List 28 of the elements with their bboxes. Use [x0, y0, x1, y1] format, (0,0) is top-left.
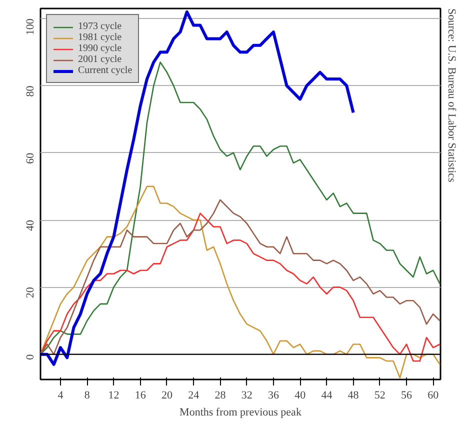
y-tick-label: 0 — [24, 354, 36, 360]
x-tick-label: 44 — [321, 390, 333, 402]
y-tick-label: 40 — [24, 220, 36, 232]
legend-label: Current cycle — [78, 65, 132, 76]
x-tick-label: 24 — [188, 390, 200, 402]
y-tick-label: 60 — [24, 152, 36, 164]
x-tick-label: 20 — [161, 390, 173, 402]
x-tick-label: 36 — [268, 390, 280, 402]
x-axis-title: Months from previous peak — [180, 406, 302, 418]
x-tick-label: 12 — [108, 390, 120, 402]
x-tick-label: 40 — [294, 390, 306, 402]
x-tick-label: 60 — [428, 390, 440, 402]
x-tick-label: 4 — [58, 390, 64, 402]
legend-label: 2001 cycle — [78, 54, 122, 65]
x-tick-label: 28 — [214, 390, 226, 402]
x-tick-label: 52 — [374, 390, 386, 402]
x-tick-label: 56 — [401, 390, 413, 402]
x-tick-label: 32 — [241, 390, 252, 402]
legend-label: 1973 cycle — [78, 21, 122, 32]
x-tick-label: 8 — [84, 390, 90, 402]
y-tick-label: 20 — [24, 286, 36, 298]
legend-label: 1990 cycle — [78, 43, 122, 54]
x-tick-label: 16 — [134, 390, 146, 402]
legend-label: 1981 cycle — [78, 32, 122, 43]
y-tick-label: 100 — [24, 18, 36, 36]
source-note: Source: U.S. Bureau of Labor Statistics — [446, 8, 458, 182]
y-tick-label: 80 — [24, 85, 36, 97]
x-tick-label: 48 — [348, 390, 360, 402]
